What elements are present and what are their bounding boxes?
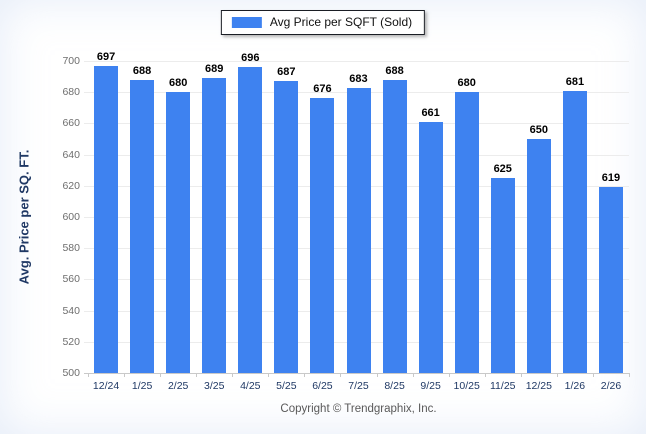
x-tick <box>520 373 522 377</box>
x-tick-label: 6/25 <box>312 380 333 392</box>
bar-value-label: 680 <box>168 77 188 90</box>
y-tick-label: 540 <box>62 304 80 317</box>
bar <box>562 90 587 373</box>
x-tick-label: 3/25 <box>204 380 225 392</box>
y-tick-label: 500 <box>62 367 80 379</box>
x-tick <box>160 373 162 377</box>
bar-value-label: 676 <box>313 83 332 96</box>
y-tick-label: 700 <box>62 55 80 67</box>
bar <box>418 121 443 373</box>
bar-value-label: 696 <box>241 52 260 65</box>
x-tick <box>448 373 450 377</box>
bar <box>490 178 515 373</box>
x-tick-label: 7/25 <box>348 380 369 392</box>
bar-value-label: 680 <box>457 77 476 90</box>
bar <box>166 92 191 373</box>
y-tick-label: 660 <box>62 117 80 130</box>
y-axis-title: Avg. Price per SQ. FT. <box>16 149 32 285</box>
x-tick-label: 12/25 <box>525 380 552 392</box>
x-tick-label: 11/25 <box>490 380 516 392</box>
x-tick-label: 8/25 <box>384 380 405 392</box>
gridline <box>84 61 629 62</box>
bar-value-label: 650 <box>529 124 548 136</box>
x-tick <box>232 373 234 377</box>
x-tick-label: 12/24 <box>92 380 120 392</box>
bar-value-label: 688 <box>385 64 404 77</box>
x-tick-label: 10/25 <box>453 380 480 392</box>
x-tick-label: 2/25 <box>167 380 189 392</box>
x-tick-label: 4/25 <box>240 380 261 392</box>
x-tick <box>124 373 126 377</box>
bar <box>346 87 371 373</box>
bar-value-label: 661 <box>421 106 440 119</box>
x-tick-label: 5/25 <box>276 380 297 392</box>
bar <box>94 65 119 373</box>
x-tick <box>592 373 594 377</box>
plot-area: 500 520 540 560 580 600 620 640 660 680 700 697 12/2… <box>62 51 630 392</box>
y-tick-label: 520 <box>62 335 80 348</box>
x-tick <box>376 373 378 377</box>
bar <box>310 98 335 373</box>
gridline <box>84 373 629 374</box>
bar-value-label: 689 <box>205 63 224 76</box>
bar <box>526 139 551 373</box>
x-tick <box>484 373 486 377</box>
x-tick-label: 1/26 <box>564 380 586 392</box>
x-tick <box>340 373 342 377</box>
bar <box>382 79 407 373</box>
bar-value-label: 687 <box>277 66 296 79</box>
y-tick-label: 560 <box>62 273 80 286</box>
bar-value-label: 681 <box>565 75 585 88</box>
chart-legend: Avg Price per SQFT (Sold) <box>220 10 426 35</box>
x-tick <box>412 373 414 377</box>
bar-value-label: 625 <box>493 163 512 175</box>
y-tick-label: 640 <box>62 148 80 161</box>
y-tick-label: 600 <box>62 211 80 223</box>
y-tick-label: 580 <box>62 242 80 255</box>
x-tick <box>629 373 630 377</box>
x-tick <box>196 373 198 377</box>
x-tick <box>556 373 558 377</box>
bar-value-label: 619 <box>601 172 621 185</box>
x-tick-label: 2/26 <box>600 380 622 392</box>
bar <box>454 92 479 373</box>
bar-value-label: 688 <box>132 64 152 77</box>
x-tick <box>268 373 270 377</box>
bar <box>238 67 263 373</box>
bar <box>202 78 227 373</box>
bar-value-label: 697 <box>96 50 116 63</box>
legend-swatch-icon <box>231 17 262 28</box>
copyright-text: Copyright © Trendgraphix, Inc. <box>280 403 437 415</box>
bar <box>130 79 155 373</box>
x-tick <box>304 373 306 377</box>
bar-value-label: 683 <box>349 72 368 85</box>
bar <box>598 187 623 373</box>
y-tick-label: 680 <box>62 86 80 99</box>
x-tick-label: 9/25 <box>420 380 441 392</box>
legend-label: Avg Price per SQFT (Sold) <box>269 15 413 29</box>
x-tick-label: 1/25 <box>131 380 153 392</box>
x-tick <box>88 373 89 377</box>
bar <box>274 81 299 373</box>
y-tick-label: 620 <box>62 179 80 192</box>
